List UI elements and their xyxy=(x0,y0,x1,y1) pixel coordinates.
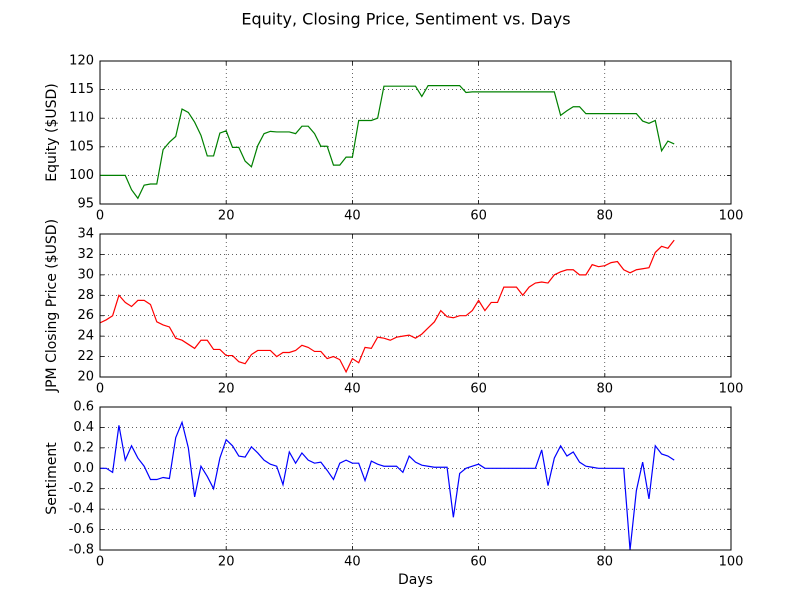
x-tick-label: 20 xyxy=(218,209,235,224)
x-tick-label: 20 xyxy=(218,555,235,570)
x-tick-label: 100 xyxy=(719,209,744,224)
y-tick-label: 0.6 xyxy=(73,400,94,415)
data-line xyxy=(100,420,675,551)
y-tick-label: -0.6 xyxy=(69,522,94,537)
figure-title: Equity, Closing Price, Sentiment vs. Day… xyxy=(241,10,570,29)
data-line xyxy=(100,85,675,200)
axes-frame xyxy=(99,233,732,378)
y-tick-label: 110 xyxy=(69,111,94,126)
x-tick-label: 80 xyxy=(597,382,614,397)
y-tick-label: 95 xyxy=(77,197,94,212)
y-tick-label: 26 xyxy=(77,308,94,323)
y-tick-label: 34 xyxy=(77,227,94,242)
y-axis-label: JPM Closing Price ($USD) xyxy=(44,219,60,393)
x-tick-label: 40 xyxy=(344,382,361,397)
x-tick-label: 0 xyxy=(96,382,104,397)
x-tick-label: 80 xyxy=(597,209,614,224)
y-tick-label: 105 xyxy=(69,139,94,154)
y-tick-label: 0.0 xyxy=(73,461,94,476)
y-axis-label: Sentiment xyxy=(44,442,60,515)
x-tick-label: 60 xyxy=(470,209,487,224)
y-tick-label: 120 xyxy=(69,54,94,69)
y-tick-label: 100 xyxy=(69,168,94,183)
y-tick-label: 30 xyxy=(77,267,94,282)
x-tick-label: 40 xyxy=(344,555,361,570)
data-line xyxy=(99,239,675,374)
axes-frame xyxy=(99,406,732,551)
x-tick-label: 60 xyxy=(470,382,487,397)
x-tick-label: 100 xyxy=(719,382,744,397)
y-tick-label: 32 xyxy=(77,247,94,262)
y-tick-label: 115 xyxy=(69,82,94,97)
x-tick-label: 60 xyxy=(470,555,487,570)
x-tick-label: 80 xyxy=(597,555,614,570)
x-tick-label: 20 xyxy=(218,382,235,397)
y-tick-label: -0.8 xyxy=(69,543,94,558)
axes-frame xyxy=(99,60,732,205)
y-tick-label: 0.2 xyxy=(73,440,94,455)
x-tick-label: 0 xyxy=(96,555,104,570)
x-tick-label: 0 xyxy=(96,209,104,224)
x-tick-label: 40 xyxy=(344,209,361,224)
y-tick-label: 0.4 xyxy=(73,420,94,435)
y-tick-label: -0.2 xyxy=(69,481,94,496)
y-tick-label: 22 xyxy=(77,349,94,364)
y-tick-label: 20 xyxy=(77,370,94,385)
y-axis-label: Equity ($USD) xyxy=(44,83,60,181)
x-tick-label: 100 xyxy=(719,555,744,570)
x-axis-label: Days xyxy=(398,572,433,588)
y-tick-label: 28 xyxy=(77,288,94,303)
y-tick-label: 24 xyxy=(77,329,94,344)
y-tick-label: -0.4 xyxy=(69,502,94,517)
